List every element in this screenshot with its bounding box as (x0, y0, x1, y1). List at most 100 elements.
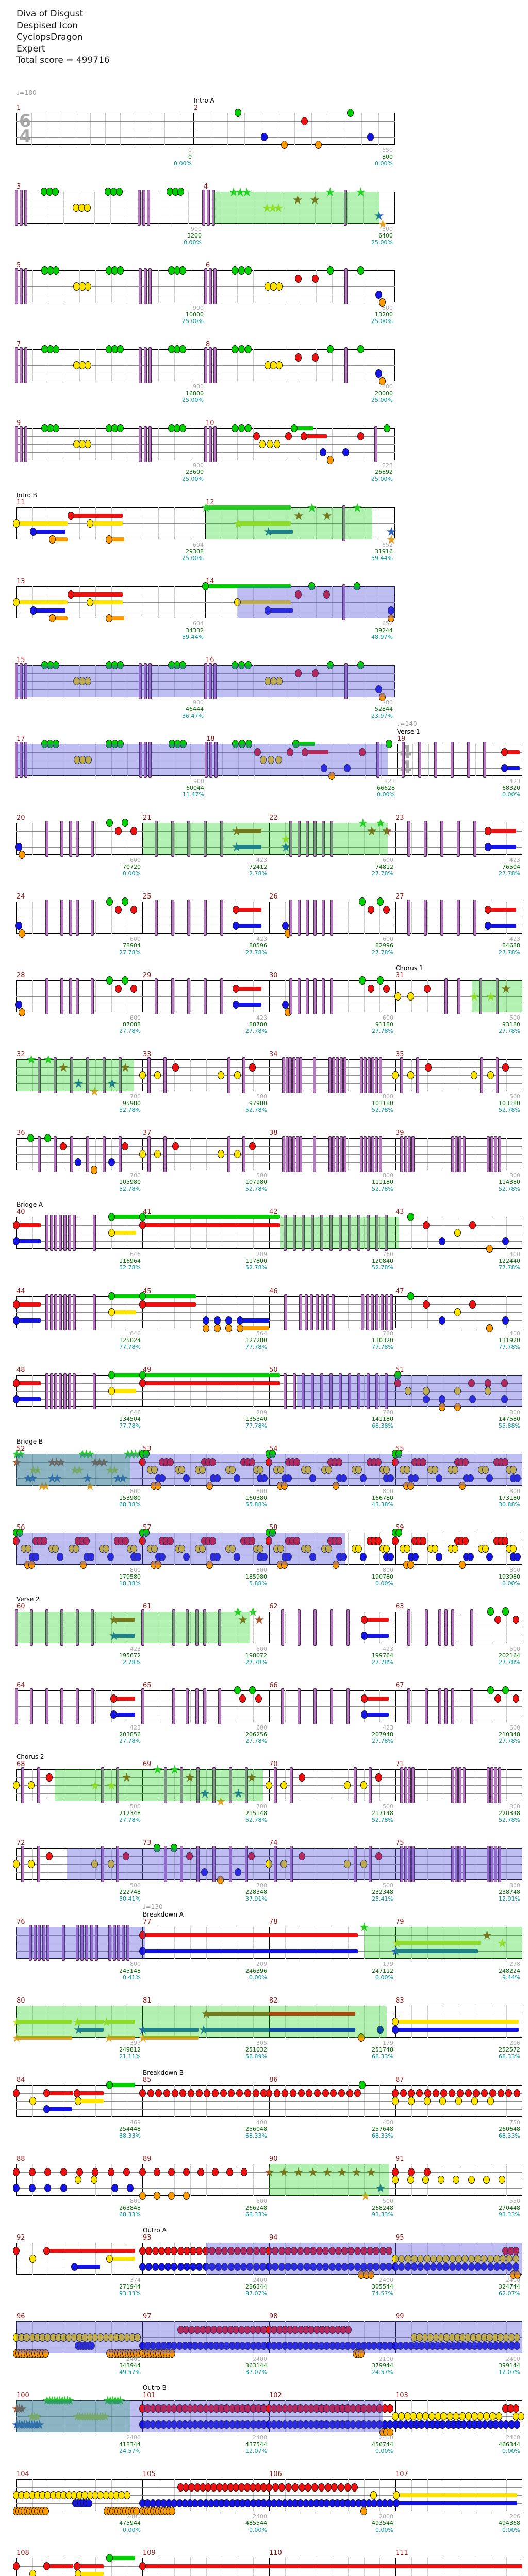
measure-number: 62 (269, 1603, 278, 1611)
note-green (353, 582, 360, 590)
score-base: 900 (193, 778, 204, 785)
sustain-bar (240, 1318, 269, 1323)
score-total: 135340 (245, 1416, 267, 1422)
note-blue (145, 2262, 153, 2271)
open-note (242, 1057, 245, 1093)
note-red (254, 748, 261, 756)
starpower-phrase-region (143, 823, 269, 855)
open-note (385, 1215, 388, 1251)
measure-scores: 500 97980 52.78% (222, 1093, 267, 1113)
score-percent: 0.00% (375, 160, 393, 167)
note-red (489, 2089, 496, 2097)
section-label: Intro A (194, 97, 214, 104)
score-base: 800 (383, 1093, 393, 1100)
measure-scores: 800 238748 12.91% (475, 1882, 520, 1902)
note-yellow (392, 2018, 399, 2026)
score-percent: 77.78% (245, 1422, 267, 1429)
note-blue (502, 1236, 509, 1245)
sustain-bar (111, 1215, 143, 1219)
note-blue (214, 1473, 221, 1482)
note-yellow (355, 1466, 362, 1474)
note-blue (13, 1316, 20, 1325)
measure-number: 63 (395, 1603, 404, 1611)
open-note (315, 1294, 319, 1330)
section-label: Bridge A (16, 1201, 43, 1208)
score-total: 249812 (119, 2046, 141, 2053)
measure-scores: 646 125024 77.78% (95, 1330, 141, 1350)
activation-region (296, 1375, 395, 1407)
activation-region (395, 1375, 522, 1407)
sustain-bar (269, 1933, 358, 1937)
note-green (231, 266, 238, 275)
open-note (297, 900, 301, 936)
open-note (209, 268, 212, 304)
measure-number: 25 (143, 893, 152, 901)
open-note (144, 742, 147, 778)
measure-number: 94 (269, 2234, 278, 2242)
score-percent: 55.88% (245, 1501, 267, 1508)
open-note (45, 1373, 48, 1409)
note-blue (387, 1473, 394, 1482)
lane-line (206, 689, 395, 690)
lane-line (16, 1706, 143, 1707)
open-note (213, 347, 217, 383)
note-green (359, 976, 366, 985)
note-red (115, 826, 122, 835)
note-yellow (498, 2176, 505, 2184)
lane-line (395, 1241, 522, 1242)
score-base: 900 (193, 462, 204, 469)
score-total: 493544 (372, 2520, 393, 2527)
score-total: 131920 (499, 1337, 520, 1344)
score-percent: 77.78% (499, 1264, 520, 1271)
note-yellow (151, 1466, 158, 1474)
starpower-phrase-region (471, 980, 522, 1012)
open-note (227, 1057, 230, 1093)
note-green (234, 109, 241, 117)
note-yellow (275, 756, 282, 764)
open-note (462, 1136, 466, 1172)
score-percent: 27.78% (372, 1738, 393, 1744)
open-note (282, 1136, 286, 1172)
open-note (203, 1688, 207, 1724)
note-red (400, 2089, 407, 2097)
note-blue (342, 448, 349, 456)
score-percent: 0.41% (123, 1974, 141, 1981)
open-note (483, 742, 487, 778)
sustain-bar (240, 1326, 269, 1330)
open-note (220, 821, 224, 857)
note-green (121, 897, 128, 906)
note-red (115, 984, 122, 993)
sustain-bar (488, 844, 516, 849)
score-percent: 74.57% (372, 2290, 393, 2297)
sustain-bar (16, 1239, 41, 1243)
measure-scores: 2000 493544 0.00% (348, 2513, 393, 2533)
open-note (322, 900, 325, 936)
lane-line (16, 681, 206, 682)
note-yellow (234, 1150, 241, 1158)
note-green (357, 266, 364, 275)
open-note (30, 1688, 34, 1724)
note-yellow (259, 440, 266, 448)
score-percent: 27.78% (119, 1817, 141, 1823)
score-base: 800 (130, 1961, 141, 1968)
note-yellow (13, 519, 20, 528)
note-red (139, 1458, 146, 1466)
measure-scores: 760 141180 68.38% (348, 1409, 393, 1429)
score-percent: 9.44% (502, 1974, 520, 1981)
measure-number: 17 (16, 735, 25, 743)
note-red (196, 2246, 203, 2255)
note-red (183, 2167, 190, 2176)
score-total: 266248 (245, 2205, 267, 2211)
score-total: 228348 (245, 1889, 267, 1895)
note-green (179, 424, 186, 432)
measure-number: 58 (269, 1524, 278, 1532)
sustain-bar (110, 2083, 136, 2087)
measure-scores: 800 153980 68.38% (95, 1488, 141, 1508)
score-total: 206256 (245, 1731, 267, 1738)
open-note (207, 190, 210, 226)
score-base: 564 (256, 1330, 267, 1337)
note-orange (19, 851, 26, 859)
measure-number: 109 (143, 2549, 156, 2557)
note-red (423, 984, 431, 993)
score-percent: 77.78% (119, 1422, 141, 1429)
